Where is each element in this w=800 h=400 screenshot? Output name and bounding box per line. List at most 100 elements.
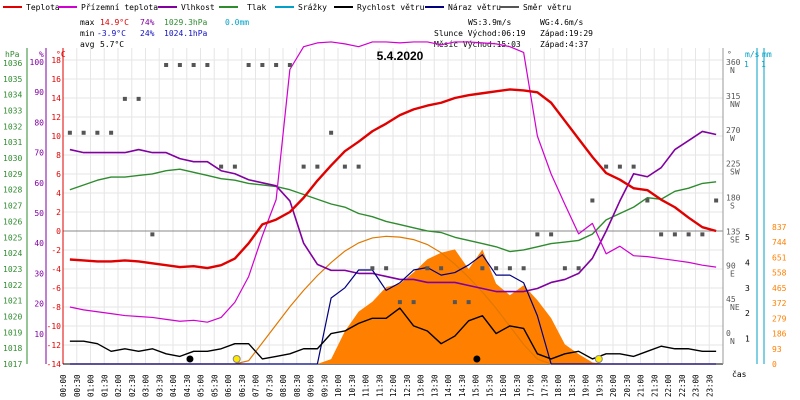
tick-solar: 837	[772, 223, 787, 232]
sunset-text: Západ:19:29	[540, 29, 593, 38]
legend-label-ground-temp: Přízemní teplota	[81, 3, 158, 12]
tick-solar: 465	[772, 284, 787, 293]
legend-label-temp: Teplota	[26, 3, 60, 12]
tick-direction: 0	[726, 329, 731, 338]
stats-max-pressure: 1029.3hPa	[164, 18, 208, 27]
tick-pressure: 1031	[3, 138, 22, 147]
legend-label-pressure: Tlak	[247, 3, 266, 12]
moonrise-marker	[473, 355, 481, 363]
series-lines	[69, 41, 717, 365]
tick-direction: 45	[726, 295, 736, 304]
x-tick-label: 12:00	[389, 374, 398, 397]
x-tick-label: 04:00	[169, 374, 178, 397]
tick-temperature: 0	[56, 227, 61, 236]
wind-direction-point	[191, 63, 196, 67]
tick-pressure: 1024	[3, 249, 22, 258]
sun-moon-markers	[186, 355, 603, 363]
humidity-line	[69, 130, 717, 293]
wind-direction-point	[714, 198, 719, 203]
x-tick-label: 17:00	[527, 374, 536, 397]
tick-solar: 744	[772, 238, 787, 247]
tick-temperature: -2	[51, 246, 61, 255]
legend-label-humidity: Vlhkost	[181, 3, 215, 12]
tick-direction: 225	[726, 160, 741, 169]
legend-label-wind-speed: Rychlost větru	[357, 3, 425, 12]
wind-direction-point	[67, 130, 72, 135]
tick-humidity: 50	[34, 209, 44, 218]
stats-max-humidity: 74%	[140, 18, 155, 27]
tick-direction-label: S	[730, 202, 735, 211]
x-tick-label: 13:00	[417, 374, 426, 397]
wind-direction-point	[177, 63, 182, 67]
tick-temperature: 8	[56, 151, 61, 160]
x-tick-label: 13:30	[430, 374, 439, 397]
wind-speed-avg: WS:3.9m/s	[468, 18, 512, 27]
tick-solar: 279	[772, 314, 787, 323]
x-tick-label: 22:30	[678, 374, 687, 397]
tick-humidity: 80	[34, 118, 44, 127]
tick-humidity: 10	[34, 330, 44, 339]
x-tick-label: 17:30	[540, 374, 549, 397]
x-tick-label: 19:00	[582, 374, 591, 397]
tick-solar: 558	[772, 269, 787, 278]
tick-direction: 90	[726, 261, 736, 270]
wind-direction-point	[411, 300, 416, 305]
unit-ms-value: 1	[744, 60, 749, 69]
tick-humidity: 70	[34, 149, 44, 158]
tick-solar: 93	[772, 345, 782, 354]
x-tick-label: 23:00	[692, 374, 701, 397]
wind-direction-point	[95, 130, 100, 135]
tick-wind: 2	[745, 309, 750, 318]
wind-direction-point	[342, 164, 347, 169]
x-tick-label: 10:30	[348, 374, 357, 397]
stats-min-humidity: 24%	[140, 29, 155, 38]
tick-humidity: 30	[34, 269, 44, 278]
wind-direction-point	[617, 164, 622, 169]
stats-min-label: min	[80, 29, 95, 38]
wind-direction-point	[494, 266, 499, 271]
wind-direction-point	[700, 232, 705, 237]
stats-max-rain: 0.0mm	[225, 18, 249, 27]
tick-pressure: 1020	[3, 312, 22, 321]
stats-min-temp: -3.9°C	[97, 29, 126, 38]
tick-direction-label: NE	[730, 303, 740, 312]
wind-direction-point	[219, 164, 224, 169]
tick-wind: 4	[745, 258, 750, 267]
legend: Teplota Přízemní teplota Vlhkost Tlak Sr…	[3, 3, 571, 12]
wind-direction-point	[686, 232, 691, 237]
tick-temperature: 4	[56, 189, 61, 198]
wind-direction-point	[260, 63, 265, 67]
tick-pressure: 1033	[3, 107, 22, 116]
tick-pressure: 1019	[3, 328, 22, 337]
tick-temperature: -4	[51, 265, 61, 274]
wind-direction-point	[480, 266, 485, 271]
x-tick-label: 10:00	[334, 374, 343, 397]
tick-solar: 372	[772, 299, 787, 308]
tick-humidity: 60	[34, 179, 44, 188]
wind-direction-point	[246, 63, 251, 67]
tick-temperature: -8	[51, 303, 61, 312]
wind-direction-point	[659, 232, 664, 237]
x-tick-label: 02:30	[128, 374, 137, 397]
wind-gust-avg: WG:4.6m/s	[540, 18, 584, 27]
wind-direction-point	[315, 164, 320, 169]
wind-sun-block: WS:3.9m/s WG:4.6m/s Slunce Východ:06:19 …	[434, 18, 593, 49]
wind-direction-point	[397, 300, 402, 305]
wind-direction-point	[631, 164, 636, 169]
x-tick-label: 15:00	[472, 374, 481, 397]
legend-label-wind-direction: Směr větru	[523, 3, 571, 12]
stats-avg-label: avg	[80, 40, 95, 49]
wind-direction-point	[645, 198, 650, 203]
tick-direction: 135	[726, 227, 741, 236]
stats-max-label: max	[80, 18, 95, 27]
wind-direction-point	[150, 232, 155, 237]
tick-wind: 3	[745, 284, 750, 293]
tick-temperature: -6	[51, 284, 61, 293]
tick-solar: 651	[772, 253, 787, 262]
tick-pressure: 1026	[3, 217, 22, 226]
moonrise-text: Měsíc Východ:15:03	[434, 40, 521, 49]
tick-direction-label: N	[730, 66, 735, 75]
tick-pressure: 1029	[3, 170, 22, 179]
tick-direction: 360	[726, 58, 741, 67]
